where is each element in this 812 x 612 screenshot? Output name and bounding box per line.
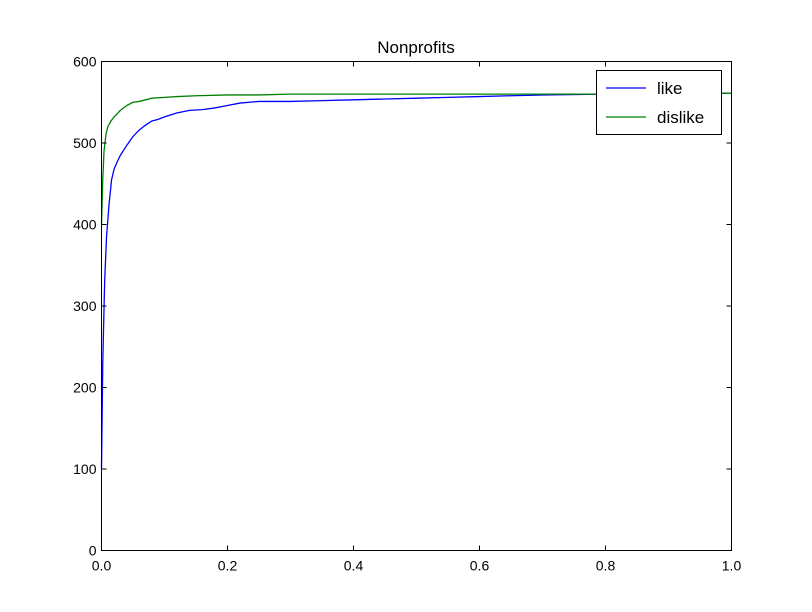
y-tick-label: 0: [89, 543, 97, 559]
y-tick-label: 400: [73, 217, 97, 233]
y-axis-tick-labels: 0 100 200 300 400 500 600: [73, 54, 97, 559]
x-tick-label: 0.2: [218, 558, 238, 574]
x-tick-label: 1.0: [722, 558, 742, 574]
axis-ticks: [101, 61, 732, 551]
plot-lines: [100, 92, 732, 470]
y-tick-label: 500: [73, 135, 97, 151]
y-tick-label: 600: [73, 54, 97, 70]
chart-title: Nonprofits: [377, 38, 454, 57]
legend-box: [596, 70, 722, 135]
legend-label-like: like: [657, 79, 683, 98]
x-tick-label: 0.4: [344, 558, 364, 574]
legend-label-dislike: dislike: [657, 108, 704, 127]
series-line-dislike: [100, 92, 732, 225]
x-tick-label: 0.0: [92, 558, 112, 574]
legend: like dislike: [596, 70, 722, 135]
x-tick-label: 0.8: [596, 558, 616, 574]
y-tick-label: 300: [73, 298, 97, 314]
x-tick-label: 0.6: [470, 558, 490, 574]
y-tick-label: 100: [73, 461, 97, 477]
x-axis-tick-labels: 0.0 0.2 0.4 0.6 0.8 1.0: [92, 558, 742, 574]
y-tick-label: 200: [73, 380, 97, 396]
series-line-like: [100, 92, 732, 470]
